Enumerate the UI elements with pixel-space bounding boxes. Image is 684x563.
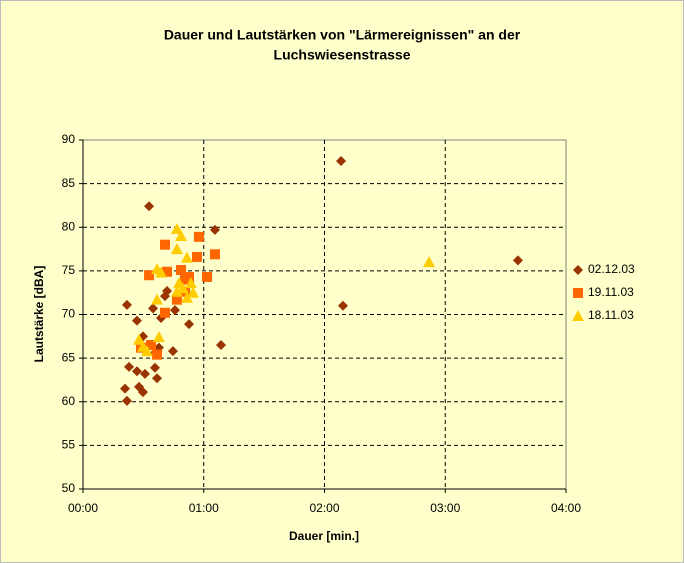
point [159,307,170,318]
point [120,383,131,394]
point [151,263,164,275]
legend-label: 18.11.03 [588,308,634,322]
x-tick-label: 01:00 [189,501,219,515]
x-tick-label: 03:00 [430,501,460,515]
legend-label: 19.11.03 [588,285,634,299]
legend-marker [573,265,583,275]
point [133,333,146,345]
point [149,362,160,373]
point [152,349,163,360]
point [131,315,142,326]
chart-title: Dauer und Lautstärken von "Lärmereigniss… [164,27,521,43]
point [171,294,182,305]
y-axis-title: Lautstärke [dBA] [32,266,46,363]
chart-title: Luchswiesenstrasse [274,47,411,63]
point [121,395,132,406]
point [167,346,178,357]
point [162,285,173,296]
point [144,270,155,281]
point [187,286,200,298]
point [162,266,173,277]
point [176,265,187,276]
point [151,293,164,305]
point [184,319,195,330]
x-tick-label: 02:00 [309,501,339,515]
point [209,249,220,260]
point [184,277,197,289]
point [152,373,163,384]
point [140,345,153,357]
point [191,251,202,262]
legend-label: 02.12.03 [588,262,635,276]
x-axis-title: Dauer [min.] [289,529,359,543]
point [144,201,155,212]
point [159,239,170,250]
y-tick-label: 60 [62,394,76,408]
legend-marker [572,310,584,321]
point [131,366,142,377]
y-tick-label: 50 [62,481,76,495]
point [202,271,213,282]
y-tick-label: 55 [62,438,76,452]
y-tick-label: 80 [62,219,76,233]
point [180,251,193,263]
legend-marker [573,288,583,298]
point [337,300,348,311]
y-tick-label: 85 [62,176,76,190]
y-tick-label: 70 [62,307,76,321]
point [170,222,183,234]
point [139,368,150,379]
point [152,331,165,343]
point [138,387,149,398]
point [336,155,347,166]
point [512,255,523,266]
point [148,303,159,314]
point [193,231,204,242]
x-tick-label: 04:00 [551,501,581,515]
point [121,299,132,310]
point [175,229,188,241]
point [180,291,193,303]
y-tick-label: 75 [62,263,76,277]
point [423,256,436,268]
point [216,340,227,351]
point [170,243,183,255]
y-tick-label: 65 [62,350,76,364]
point [209,224,220,235]
point [124,361,135,372]
point [170,305,181,316]
y-tick-label: 90 [62,132,76,146]
point [170,285,183,297]
point [145,340,156,351]
point [176,282,189,294]
x-tick-label: 00:00 [68,501,98,515]
point [184,271,195,282]
